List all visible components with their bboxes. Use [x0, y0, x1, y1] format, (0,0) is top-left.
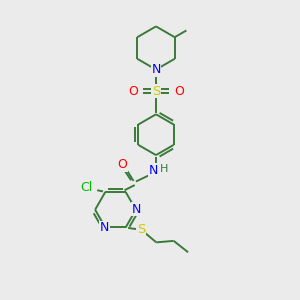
- Text: O: O: [117, 158, 127, 171]
- Text: O: O: [128, 85, 138, 98]
- Text: N: N: [132, 202, 141, 216]
- Text: S: S: [137, 223, 146, 236]
- Text: N: N: [149, 164, 158, 177]
- Text: H: H: [160, 164, 169, 174]
- Text: N: N: [151, 63, 161, 76]
- Text: S: S: [152, 85, 160, 98]
- Text: O: O: [174, 85, 184, 98]
- Text: Cl: Cl: [81, 181, 93, 194]
- Text: N: N: [100, 221, 110, 235]
